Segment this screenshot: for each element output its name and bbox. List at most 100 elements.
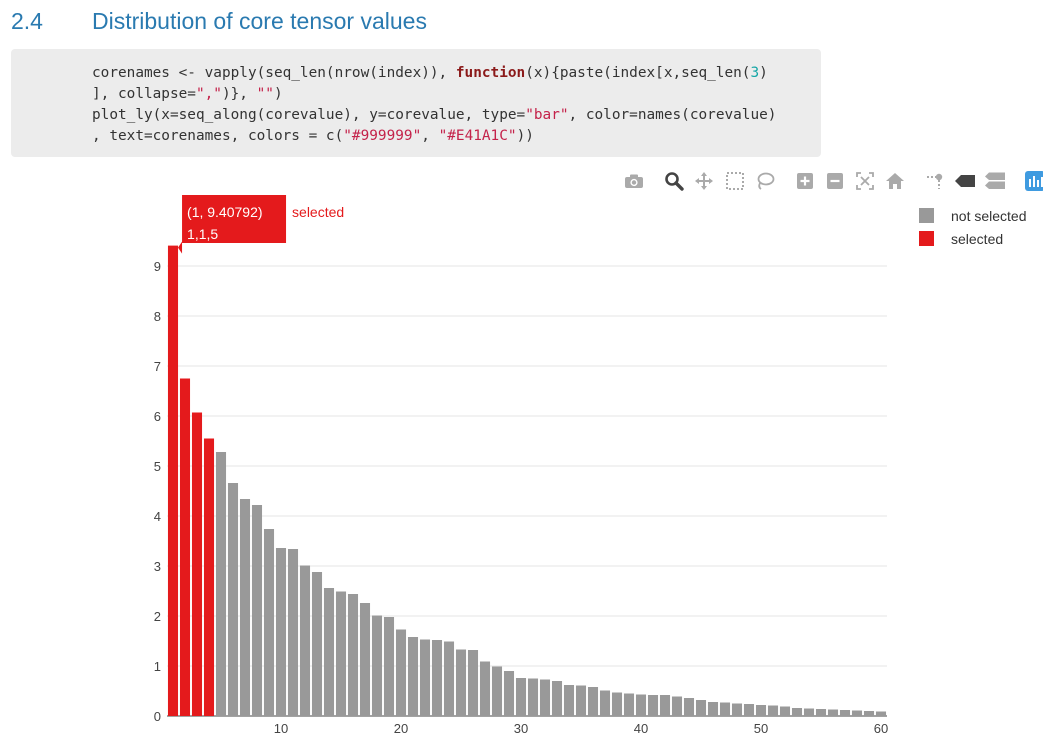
y-tick-label: 2: [154, 609, 161, 624]
bar[interactable]: [539, 679, 551, 717]
bar[interactable]: [839, 710, 851, 716]
code-token: , text=corenames, colors = c(: [92, 128, 344, 144]
bar[interactable]: [479, 661, 491, 717]
bar[interactable]: [803, 708, 815, 717]
bar[interactable]: [227, 483, 239, 716]
x-tick-label: 60: [874, 721, 888, 736]
bar[interactable]: [359, 603, 371, 716]
y-tick-label: 3: [154, 559, 161, 574]
y-tick-label: 7: [154, 359, 161, 374]
bar[interactable]: [347, 594, 359, 716]
y-tick-label: 9: [154, 259, 161, 274]
bar[interactable]: [767, 705, 779, 717]
bar[interactable]: [527, 678, 539, 717]
x-tick-label: 10: [274, 721, 288, 736]
bar[interactable]: [239, 499, 251, 716]
code-token: )},: [221, 86, 257, 102]
bar[interactable]: [263, 529, 275, 716]
zoom-icon[interactable]: [663, 170, 685, 192]
bar[interactable]: [179, 378, 191, 717]
legend-label[interactable]: selected: [951, 231, 1003, 247]
bar[interactable]: [323, 588, 335, 716]
bar[interactable]: [779, 706, 791, 717]
bar[interactable]: [167, 245, 179, 716]
bar[interactable]: [251, 505, 263, 716]
bar[interactable]: [395, 629, 407, 717]
spike-lines-icon[interactable]: [924, 170, 946, 192]
y-tick-label: 1: [154, 659, 161, 674]
bar[interactable]: [203, 438, 215, 717]
bar[interactable]: [371, 615, 383, 717]
y-tick-label: 0: [154, 709, 161, 724]
tooltip-series-name: selected: [292, 204, 344, 220]
bar[interactable]: [827, 709, 839, 717]
bar[interactable]: [707, 702, 719, 716]
bar[interactable]: [563, 685, 575, 716]
bar[interactable]: [383, 617, 395, 716]
hover-tooltip: (1, 9.40792) 1,1,5 selected: [178, 195, 344, 254]
bar[interactable]: [551, 681, 563, 716]
zoom-in-icon[interactable]: [794, 170, 816, 192]
bar[interactable]: [443, 641, 455, 717]
legend-swatch[interactable]: [919, 208, 934, 223]
reset-axes-icon[interactable]: [884, 170, 906, 192]
bar[interactable]: [743, 704, 755, 716]
bar[interactable]: [611, 692, 623, 717]
bar[interactable]: [515, 678, 527, 716]
bar[interactable]: [467, 650, 479, 716]
lasso-select-icon[interactable]: [754, 170, 776, 192]
x-tick-label: 20: [394, 721, 408, 736]
bar[interactable]: [815, 709, 827, 716]
legend-swatch[interactable]: [919, 231, 934, 246]
bar[interactable]: [863, 711, 875, 716]
pan-icon[interactable]: [693, 170, 715, 192]
camera-icon[interactable]: [623, 170, 645, 192]
bar[interactable]: [851, 710, 863, 717]
bar[interactable]: [575, 685, 587, 717]
bar[interactable]: [791, 708, 803, 716]
tooltip-value: (1, 9.40792): [187, 204, 262, 220]
autoscale-icon[interactable]: [854, 170, 876, 192]
bar[interactable]: [731, 703, 743, 717]
bar[interactable]: [659, 695, 671, 716]
bar[interactable]: [311, 572, 323, 716]
code-token: 3: [750, 65, 760, 81]
code-token: "bar": [525, 107, 569, 123]
bar-chart: 0 1 2 3 4 5 6 7 8 9 10 20 30 40 50 60 not selected sele…: [154, 195, 1027, 736]
bar[interactable]: [875, 711, 887, 717]
bar[interactable]: [287, 549, 299, 716]
code-token: ): [759, 65, 768, 81]
bar[interactable]: [503, 671, 515, 716]
bar[interactable]: [683, 698, 695, 716]
bar[interactable]: [455, 649, 467, 717]
bar[interactable]: [671, 696, 683, 717]
bar[interactable]: [635, 694, 647, 717]
bar[interactable]: [299, 565, 311, 717]
tooltip-label: 1,1,5: [187, 226, 218, 242]
code-token: ",": [195, 86, 222, 102]
zoom-out-icon[interactable]: [824, 170, 846, 192]
x-tick-label: 40: [634, 721, 648, 736]
bar[interactable]: [335, 591, 347, 717]
bar[interactable]: [431, 640, 443, 716]
bar[interactable]: [623, 693, 635, 717]
bar[interactable]: [755, 705, 767, 716]
plotly-logo-icon[interactable]: [1024, 170, 1043, 192]
bar[interactable]: [719, 702, 731, 717]
code-token: "#999999": [343, 128, 422, 144]
bar[interactable]: [599, 690, 611, 717]
bar[interactable]: [275, 548, 287, 716]
legend-label[interactable]: not selected: [951, 208, 1027, 224]
bar[interactable]: [491, 666, 503, 717]
hover-closest-icon[interactable]: [954, 170, 976, 192]
bar[interactable]: [407, 637, 419, 716]
bar[interactable]: [647, 695, 659, 716]
bar[interactable]: [695, 700, 707, 716]
bar[interactable]: [419, 639, 431, 717]
bar[interactable]: [587, 687, 599, 716]
bar[interactable]: [215, 452, 227, 716]
code-token: corenames <- vapply(seq_len(nrow(index))…: [92, 65, 456, 81]
box-select-icon[interactable]: [724, 170, 746, 192]
hover-compare-icon[interactable]: [984, 170, 1006, 192]
bar[interactable]: [191, 412, 203, 717]
